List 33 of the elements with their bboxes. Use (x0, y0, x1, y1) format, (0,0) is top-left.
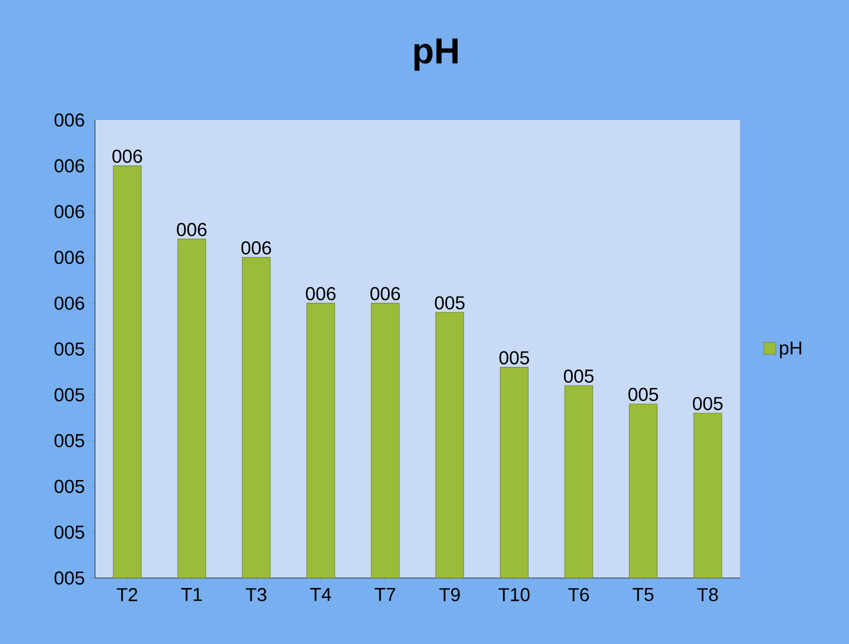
data-label: 005 (499, 351, 530, 364)
y-tick-label: 006 (54, 113, 84, 127)
y-tick-label: 005 (54, 480, 84, 494)
chart-title: pH (414, 38, 458, 71)
x-tick-label: T9 (439, 588, 460, 602)
data-label: 006 (112, 150, 142, 163)
x-tick-label: T2 (116, 588, 138, 602)
data-label: 005 (692, 396, 723, 410)
y-tick-label: 005 (54, 571, 84, 585)
data-label: 005 (628, 388, 658, 402)
y-tick-label: 006 (54, 159, 84, 172)
data-label: 006 (370, 287, 400, 300)
data-label: 006 (306, 287, 336, 300)
x-tick-label: T10 (498, 588, 530, 602)
x-tick-label: T4 (310, 588, 332, 601)
y-tick-label: 005 (54, 434, 84, 448)
y-tick-label: 005 (54, 388, 84, 402)
y-tick-label: 006 (54, 250, 84, 264)
data-label: 006 (176, 222, 206, 236)
x-tick-label: T1 (181, 588, 202, 601)
y-tick-label: 005 (54, 526, 84, 539)
x-tick-label: T5 (632, 588, 654, 602)
data-label: 005 (434, 296, 465, 310)
x-tick-label: T8 (697, 588, 718, 602)
data-label: 006 (241, 241, 271, 254)
y-tick-label: 006 (54, 296, 84, 310)
x-tick-label: T3 (246, 588, 266, 602)
legend-label: pH (780, 342, 802, 358)
x-tick-label: T7 (374, 588, 396, 601)
y-tick-label: 006 (54, 204, 84, 218)
x-tick-label: T6 (568, 588, 589, 602)
data-label: 005 (564, 369, 594, 383)
y-tick-label: 005 (54, 342, 84, 356)
